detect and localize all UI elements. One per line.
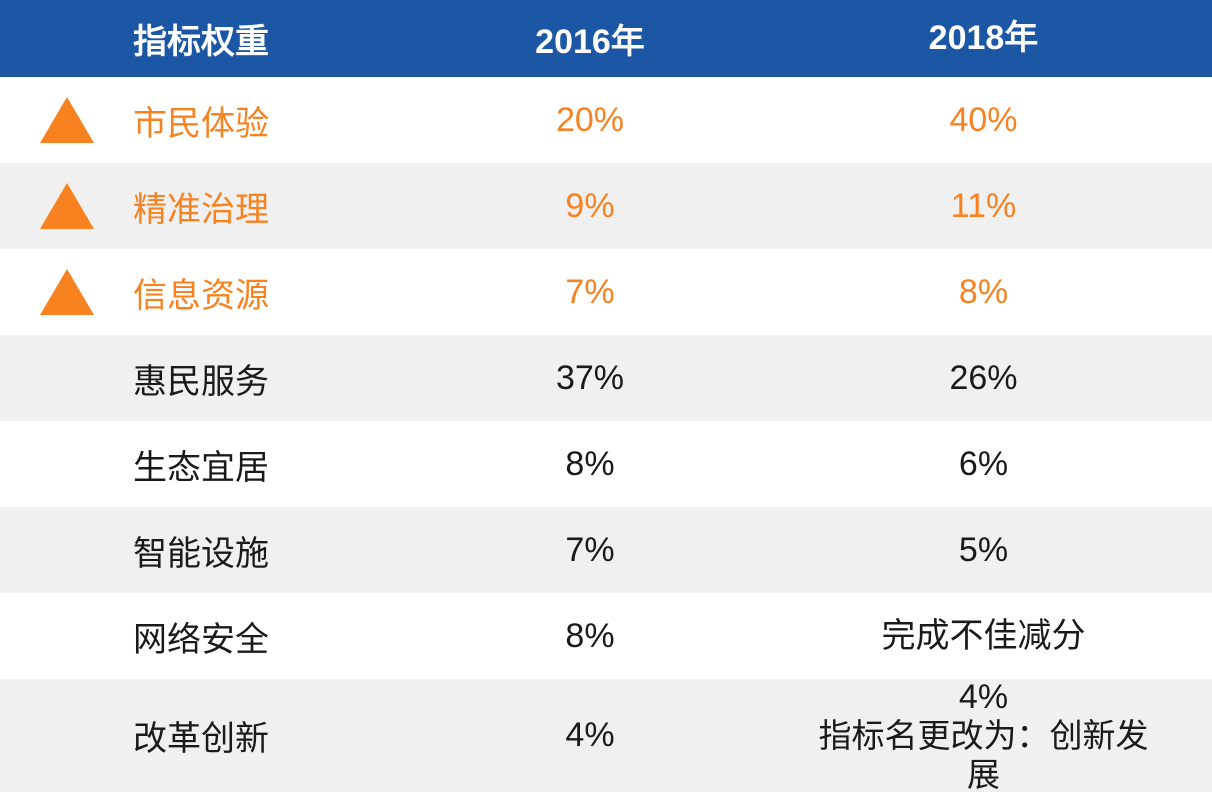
value-2018-main: 4%: [958, 677, 1009, 716]
value-2016: 9%: [565, 186, 615, 225]
table-row: 精准治理 9% 11%: [0, 163, 1212, 249]
row-label: 信息资源: [133, 276, 269, 315]
cell-2018: 5%: [810, 530, 1212, 570]
indicator-cell: 精准治理: [0, 182, 370, 231]
triangle-slot: [0, 269, 133, 315]
indicator-cell: 惠民服务: [0, 354, 370, 403]
value-2018-main: 26%: [949, 358, 1018, 397]
triangle-slot: [0, 183, 133, 229]
cell-2018: 8%: [810, 272, 1212, 312]
cell-2018: 11%: [810, 186, 1212, 226]
indicator-cell: 网络安全: [0, 612, 370, 661]
value-2018-main: 11%: [950, 186, 1017, 225]
table-row: 市民体验 20% 40%: [0, 77, 1212, 163]
indicator-cell: 智能设施: [0, 526, 370, 575]
cell-2018: 26%: [810, 358, 1212, 398]
triangle-slot: [0, 613, 133, 659]
table-body: 市民体验 20% 40% 精准治理 9% 11% 信息资源 7% 8%: [0, 77, 1212, 792]
table-header-row: 指标权重 2016年 2018年: [0, 0, 1212, 77]
value-2016: 7%: [565, 272, 615, 311]
row-label: 网络安全: [133, 620, 269, 659]
triangle-up-icon: [39, 97, 94, 143]
row-label: 改革创新: [133, 720, 269, 758]
row-label: 精准治理: [133, 190, 269, 229]
table-row: 信息资源 7% 8%: [0, 249, 1212, 335]
triangle-slot: [0, 713, 133, 759]
indicator-cell: 改革创新: [0, 711, 370, 760]
row-label: 惠民服务: [133, 362, 269, 401]
value-2018-note: 指标名更改为：创新发展: [818, 716, 1149, 792]
triangle-up-icon: [39, 269, 94, 315]
triangle-slot: [0, 441, 133, 487]
row-label: 生态宜居: [133, 448, 269, 487]
value-2018-main: 完成不佳减分: [881, 616, 1086, 655]
value-2016: 37%: [555, 358, 625, 397]
table-row: 生态宜居 8% 6%: [0, 421, 1212, 507]
value-2018-main: 5%: [958, 530, 1009, 569]
column-header-2018: 2018年: [928, 19, 1039, 58]
table-row: 智能设施 7% 5%: [0, 507, 1212, 593]
row-label: 市民体验: [133, 104, 269, 143]
table-row: 惠民服务 37% 26%: [0, 335, 1212, 421]
cell-2018: 4% 指标名更改为：创新发展: [810, 677, 1212, 792]
value-2018-main: 6%: [958, 444, 1009, 483]
cell-2018: 40%: [810, 100, 1212, 140]
value-2016: 7%: [565, 530, 615, 569]
value-2016: 20%: [555, 100, 625, 139]
indicator-cell: 市民体验: [0, 96, 370, 145]
value-2016: 4%: [565, 716, 615, 754]
value-2018-main: 40%: [949, 100, 1018, 139]
triangle-slot: [0, 527, 133, 573]
cell-2018: 6%: [810, 444, 1212, 484]
table-row: 网络安全 8% 完成不佳减分: [0, 593, 1212, 679]
triangle-slot: [0, 97, 133, 143]
column-header-2016: 2016年: [535, 23, 645, 61]
value-2016: 8%: [565, 616, 615, 655]
triangle-slot: [0, 355, 133, 401]
value-2018-main: 8%: [958, 272, 1009, 311]
value-2016: 8%: [565, 444, 615, 483]
cell-2018: 完成不佳减分: [810, 616, 1212, 656]
indicator-cell: 信息资源: [0, 268, 370, 317]
table-row: 改革创新 4% 4% 指标名更改为：创新发展: [0, 677, 1212, 792]
column-header-indicator: 指标权重: [133, 23, 269, 61]
triangle-up-icon: [39, 183, 94, 229]
row-label: 智能设施: [133, 534, 269, 573]
indicator-cell: 生态宜居: [0, 440, 370, 489]
